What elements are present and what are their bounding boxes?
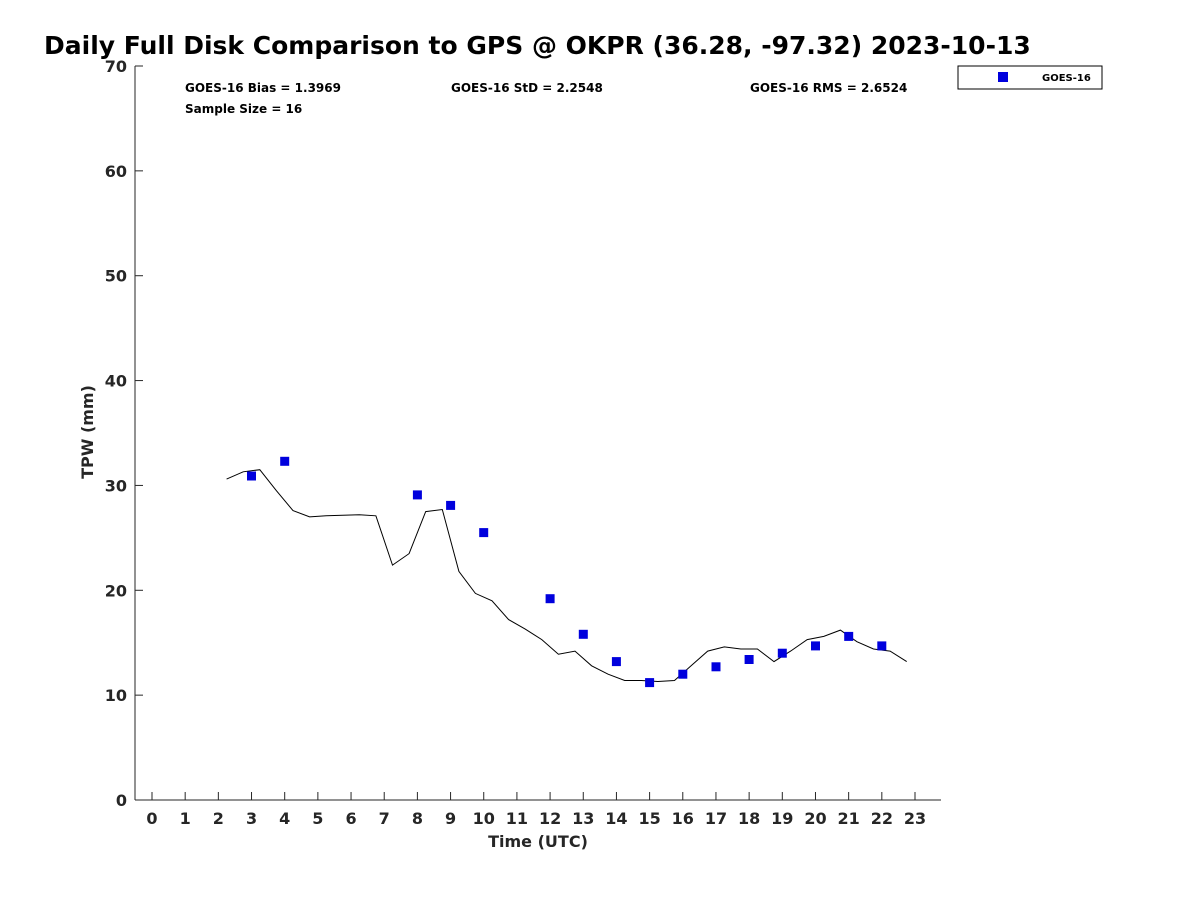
- x-tick-label: 2: [213, 809, 224, 828]
- plot-frame: [134, 66, 941, 801]
- legend: GOES-16: [957, 65, 1103, 90]
- goes16-point: [412, 490, 422, 500]
- y-tick-label: 20: [105, 581, 127, 600]
- stat-std: GOES-16 StD = 2.2548: [451, 81, 603, 95]
- x-tick-label: 19: [771, 809, 793, 828]
- x-tick-label: 13: [572, 809, 594, 828]
- goes16-point: [678, 669, 688, 679]
- x-tick-label: 17: [705, 809, 727, 828]
- x-tick-label: 22: [871, 809, 893, 828]
- x-tick-label: 10: [473, 809, 495, 828]
- x-tick-label: 5: [312, 809, 323, 828]
- y-axis-label: TPW (mm): [78, 385, 97, 479]
- x-tick-label: 4: [279, 809, 290, 828]
- series-layer: [226, 456, 907, 688]
- y-tick-label: 50: [105, 267, 127, 286]
- goes16-point: [877, 641, 887, 651]
- goes16-point: [479, 528, 489, 538]
- y-tick-label: 40: [105, 372, 127, 391]
- goes16-point: [744, 655, 754, 664]
- x-tick-label: 16: [672, 809, 694, 828]
- goes16-point: [611, 657, 621, 667]
- x-tick-label: 20: [804, 809, 826, 828]
- y-tick-label: 30: [105, 476, 127, 495]
- goes16-point: [811, 641, 820, 651]
- x-tick-label: 0: [146, 809, 157, 828]
- y-tick-label: 70: [105, 57, 127, 76]
- goes16-point: [247, 471, 256, 481]
- x-tick-label: 11: [506, 809, 528, 828]
- stat-rms: GOES-16 RMS = 2.6524: [750, 81, 907, 95]
- y-tick-label: 60: [105, 162, 127, 181]
- goes16-point: [280, 456, 290, 466]
- stat-bias: GOES-16 Bias = 1.3969: [185, 81, 341, 95]
- x-tick-label: 6: [345, 809, 356, 828]
- goes16-point: [777, 648, 787, 658]
- stat-sample-size: Sample Size = 16: [185, 102, 302, 116]
- legend-marker-goes16: [998, 72, 1008, 82]
- y-axis: 0 10 20 30 40 50 60 70: [105, 57, 143, 810]
- x-axis-label: Time (UTC): [488, 832, 588, 851]
- x-tick-label: 12: [539, 809, 561, 828]
- x-tick-label: 7: [379, 809, 390, 828]
- x-tick-label: 23: [904, 809, 926, 828]
- chart-title: Daily Full Disk Comparison to GPS @ OKPR…: [44, 31, 1031, 60]
- gps-tpw-line: [226, 469, 907, 683]
- goes16-point: [446, 500, 456, 510]
- legend-box: [957, 65, 1103, 90]
- stats-annotations: GOES-16 Bias = 1.3969 GOES-16 StD = 2.25…: [185, 81, 907, 116]
- legend-label-goes16: GOES-16: [1042, 73, 1091, 84]
- x-tick-label: 18: [738, 809, 760, 828]
- y-tick-label: 0: [116, 791, 127, 810]
- x-tick-label: 21: [838, 809, 860, 828]
- goes16-point: [844, 631, 854, 641]
- goes16-point: [545, 594, 555, 604]
- goes16-point: [645, 678, 655, 688]
- x-axis: 0 1 2 3 4 5 6 7 8 9 10 11 12 13 14 15 16 17 18 19 20 21 22 23: [146, 792, 926, 828]
- goes16-point: [711, 662, 721, 672]
- x-tick-label: 3: [246, 809, 257, 828]
- x-tick-label: 8: [412, 809, 423, 828]
- x-tick-label: 14: [605, 809, 627, 828]
- y-tick-label: 10: [105, 686, 127, 705]
- x-tick-label: 15: [638, 809, 660, 828]
- x-tick-label: 1: [180, 809, 191, 828]
- x-tick-label: 9: [445, 809, 456, 828]
- goes16-point: [578, 629, 588, 639]
